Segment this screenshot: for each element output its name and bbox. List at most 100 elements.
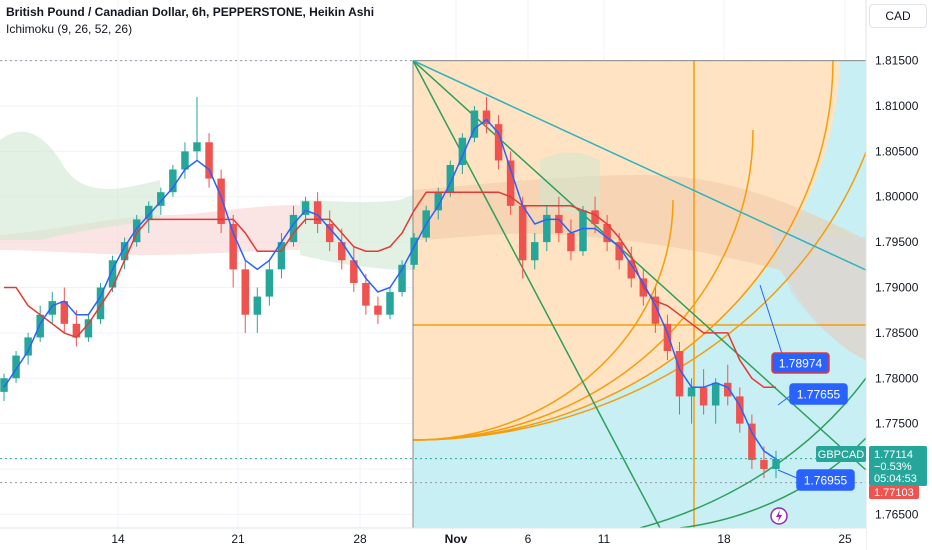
gann-fan-line (412, 60, 661, 529)
candle-body (120, 242, 129, 261)
last-price-box (869, 446, 927, 486)
candle-body (325, 223, 334, 243)
candle-body (313, 201, 322, 224)
candle (362, 273, 370, 315)
price-axis-tick: 1.78500 (875, 326, 919, 340)
candle-body (338, 242, 346, 261)
gann-fan-line (412, 59, 867, 271)
candle-body (0, 378, 8, 392)
red-price-text: 1.77103 (874, 487, 914, 499)
currency-selector[interactable]: CAD (869, 4, 927, 28)
lightning-icon (770, 507, 788, 525)
candle (518, 196, 527, 279)
candle-body (458, 137, 467, 165)
time-axis-tick: 6 (525, 532, 532, 546)
candle (675, 341, 684, 415)
candle-body (760, 459, 768, 470)
red-price-tag: 1.77103 (869, 485, 919, 499)
candle-body (748, 423, 756, 460)
price-axis-tick: 1.79500 (875, 235, 919, 249)
candle (711, 378, 720, 424)
candle (603, 214, 611, 252)
candle-body (265, 269, 274, 297)
candle (398, 260, 406, 297)
candle-body (205, 142, 213, 179)
candle-body (699, 387, 708, 406)
candle (567, 219, 575, 261)
ichimoku-cloud-future (770, 230, 866, 355)
candle-body (108, 260, 117, 288)
candle-body (555, 214, 563, 234)
label-connector (777, 469, 798, 479)
candle-body (96, 287, 105, 320)
symbol-tag-box (816, 446, 866, 462)
price-axis-tick: 1.78000 (875, 371, 919, 385)
candle (24, 332, 32, 365)
candle-body (518, 205, 527, 261)
candle-body (567, 233, 575, 252)
candle (374, 296, 382, 324)
candle-body (711, 382, 720, 406)
candle-body (603, 223, 611, 243)
gann-box-fill-orange (413, 60, 840, 440)
candle-body (724, 382, 732, 397)
candle-body (217, 178, 225, 224)
time-axis-tick: 11 (598, 532, 611, 546)
price-axis-tick: 1.79000 (875, 281, 919, 295)
candle-body (446, 164, 455, 193)
candle-body (48, 301, 56, 315)
gann-arc (412, 199, 674, 441)
candle-body (36, 314, 44, 338)
candle (12, 351, 20, 383)
lightning-icon-glyph (776, 510, 782, 522)
candle (289, 205, 298, 247)
candle (350, 246, 358, 293)
candle-body (736, 396, 744, 424)
candle-body (772, 459, 780, 470)
candle-body (84, 319, 93, 338)
red-price-box (869, 485, 919, 499)
candle (482, 96, 491, 134)
candle-body (193, 142, 201, 152)
candle (145, 201, 153, 234)
candle (748, 414, 756, 470)
price-callout-box (789, 383, 848, 405)
candle-body (470, 110, 479, 138)
candle (241, 260, 249, 333)
price-axis-tick: 1.81000 (875, 99, 919, 113)
chart-title: British Pound / Canadian Dollar, 6h, PEP… (6, 5, 375, 19)
candle-body (241, 269, 249, 315)
price-callout-box (771, 352, 830, 374)
time-axis-tick: 18 (717, 532, 731, 546)
candle-body (60, 301, 69, 324)
candle-body (12, 355, 20, 379)
price-axis-tick: 1.76500 (875, 507, 919, 521)
indicator-label[interactable]: Ichimoku (9, 26, 52, 26) (6, 22, 133, 36)
candle (736, 387, 744, 433)
candle-body (386, 292, 394, 315)
candle-body (410, 237, 418, 265)
price-callout: 1.78974 (771, 352, 830, 374)
candle-body (374, 305, 382, 315)
candle-body (169, 169, 177, 193)
candle-body (494, 124, 503, 161)
candle (169, 164, 177, 197)
candle-body (579, 210, 587, 252)
last-price-tag: 1.77114−0.53%05:04:53 (869, 446, 927, 486)
candle (277, 233, 286, 279)
candle (458, 133, 467, 175)
candle-body (663, 323, 672, 352)
candle-body (229, 223, 237, 270)
price-callout-text: 1.78974 (779, 357, 823, 371)
candle-body (615, 242, 623, 261)
candle-body (591, 210, 599, 224)
candle (386, 287, 394, 320)
candle (579, 205, 587, 256)
candle (506, 151, 515, 215)
candle-body (675, 351, 684, 397)
candle-body (350, 260, 358, 283)
candle (699, 369, 708, 415)
candle-body (301, 201, 310, 215)
candle (543, 205, 551, 252)
